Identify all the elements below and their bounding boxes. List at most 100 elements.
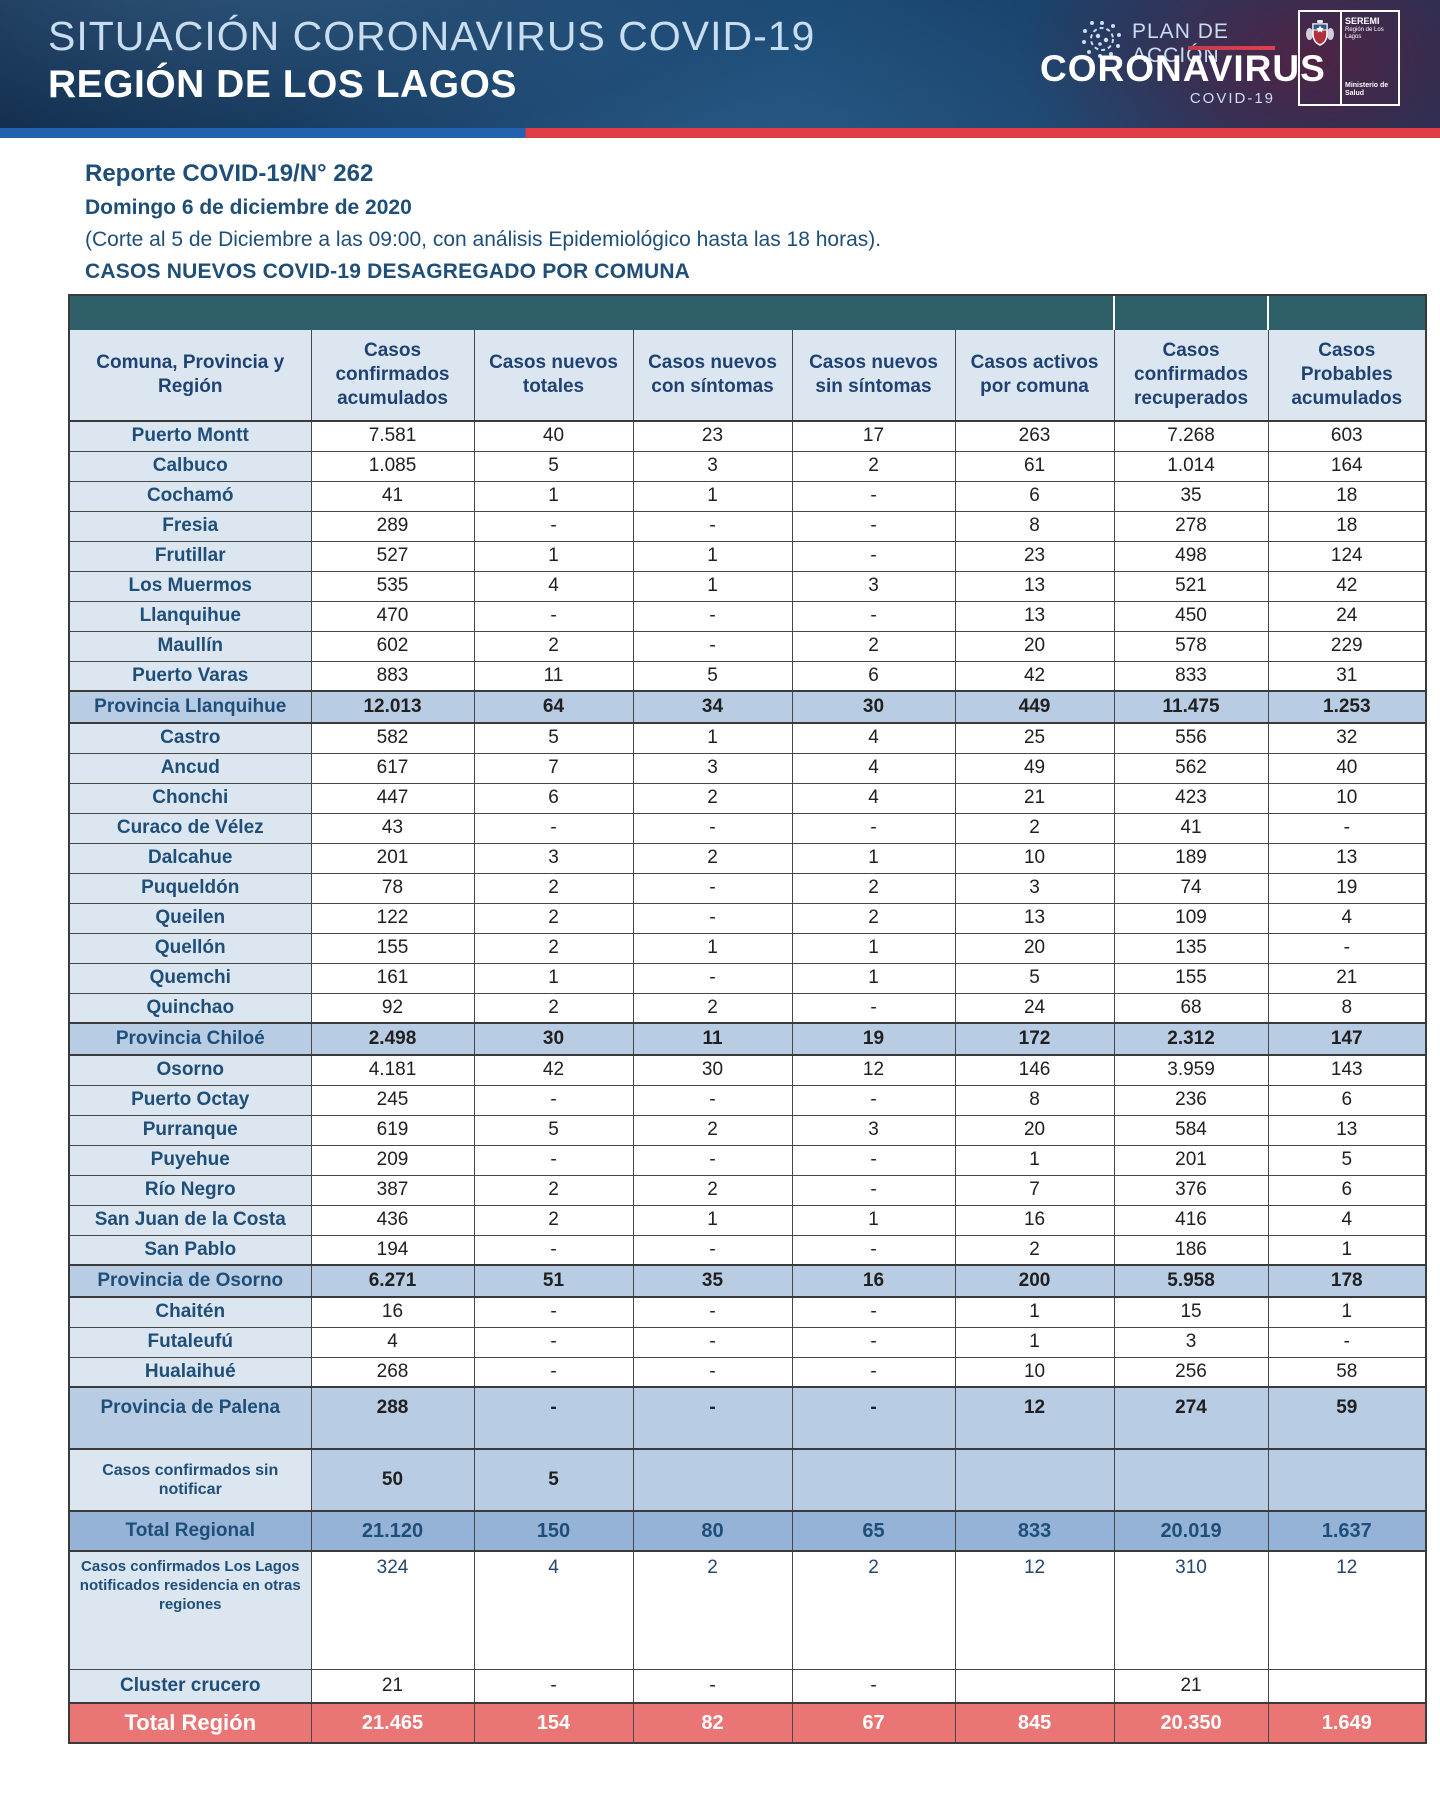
value-cell: - [791,1174,956,1206]
value-cell: 584 [1113,1114,1269,1146]
value-cell: 2 [632,992,793,1024]
band-cell [68,294,1115,330]
value-cell: - [1267,932,1427,964]
comuna-cell: Puerto Varas [68,660,312,692]
value-cell: - [632,1144,793,1176]
value-cell: 288 [310,1386,475,1450]
value-cell: 450 [1113,600,1269,632]
value-cell: 42 [473,1054,634,1086]
value-cell: - [791,1386,956,1450]
value-cell: 2 [632,1550,793,1670]
value-cell: - [632,902,793,934]
value-cell: 12 [791,1054,956,1086]
comuna-cell: Maullín [68,630,312,662]
table-row: Chaitén 16- - -1 15 1 [68,1296,1427,1328]
value-cell: - [632,600,793,632]
value-cell: 13 [954,902,1115,934]
value-cell: 8 [954,510,1115,542]
column-header: Casos confirmados recuperados [1113,328,1269,422]
value-cell: 1.085 [310,450,475,482]
value-cell: 40 [473,420,634,452]
value-cell: 6 [1267,1084,1427,1116]
value-cell: - [1267,1326,1427,1358]
value-cell: 2 [791,872,956,904]
value-cell: 154 [473,1702,634,1744]
value-cell: 5 [473,1114,634,1146]
value-cell: 1 [1267,1296,1427,1328]
plan-underline [1188,46,1275,50]
value-cell: 1 [791,932,956,964]
value-cell: 80 [632,1510,793,1552]
value-cell: 109 [1113,902,1269,934]
value-cell [1267,1448,1427,1512]
comuna-cell: Queilen [68,902,312,934]
table-row: Llanquihue 470- - -13 450 24 [68,600,1427,632]
table-top-band [68,294,1427,330]
value-cell: - [791,1084,956,1116]
value-cell: 4.181 [310,1054,475,1086]
table-section-title: CASOS NUEVOS COVID-19 DESAGREGADO POR CO… [85,260,691,283]
table-row: Fresia 289- - -8 278 18 [68,510,1427,542]
comuna-cell: Hualaihué [68,1356,312,1388]
value-cell [791,1448,956,1512]
column-header: Casos nuevos sin síntomas [791,328,956,422]
value-cell: 2 [791,450,956,482]
value-cell: - [1267,812,1427,844]
value-cell: 2 [473,630,634,662]
comuna-cell: Provincia Chiloé [68,1022,312,1056]
banner-title: SITUACIÓN CORONAVIRUS COVID-19 REGIÓN DE… [48,13,815,107]
value-cell [954,1668,1115,1704]
table-row: Ancud 617 7 3 4 49 562 40 [68,752,1427,784]
value-cell: - [632,1386,793,1450]
value-cell: 535 [310,570,475,602]
value-cell: 603 [1267,420,1427,452]
table-row: Frutillar 527 1 1-23 498 124 [68,540,1427,572]
value-cell: 2 [473,902,634,934]
value-cell: 209 [310,1144,475,1176]
value-cell: 42 [1267,570,1427,602]
value-cell: 34 [632,690,793,724]
value-cell: 324 [310,1550,475,1670]
comuna-cell: Castro [68,722,312,754]
value-cell: 1 [791,1204,956,1236]
value-cell: 1 [954,1144,1115,1176]
value-cell: 8 [954,1084,1115,1116]
value-cell: 245 [310,1084,475,1116]
value-cell: 65 [791,1510,956,1552]
value-cell: 5 [473,722,634,754]
value-cell: 30 [473,1022,634,1056]
value-cell: 3 [632,450,793,482]
table-row: Provincia Llanquihue 12.013 64 34 30 449 11.47… [68,690,1427,724]
table-row: Quinchao 92 2 2-24 68 8 [68,992,1427,1024]
header-banner: SITUACIÓN CORONAVIRUS COVID-19 REGIÓN DE… [0,0,1440,128]
value-cell: 50 [310,1448,475,1512]
chile-coat-of-arms-icon [1300,12,1342,104]
value-cell: 4 [791,752,956,784]
value-cell: 1 [632,480,793,512]
value-cell: 263 [954,420,1115,452]
value-cell: - [791,1144,956,1176]
value-cell: 376 [1113,1174,1269,1206]
value-cell: 6 [954,480,1115,512]
value-cell: 6 [791,660,956,692]
value-cell: 23 [632,420,793,452]
value-cell: 8 [1267,992,1427,1024]
value-cell: 3 [1113,1326,1269,1358]
value-cell: 602 [310,630,475,662]
value-cell: 11 [473,660,634,692]
value-cell: - [632,812,793,844]
value-cell: - [473,1144,634,1176]
report-date: Domingo 6 de diciembre de 2020 [85,196,412,219]
value-cell: 268 [310,1356,475,1388]
value-cell: 64 [473,690,634,724]
value-cell: - [632,1296,793,1328]
value-cell: 2.312 [1113,1022,1269,1056]
value-cell: 310 [1113,1550,1269,1670]
value-cell: 1 [473,962,634,994]
value-cell: 21 [954,782,1115,814]
value-cell: 1 [954,1326,1115,1358]
value-cell: 833 [954,1510,1115,1552]
value-cell: - [791,812,956,844]
value-cell: 2 [473,1204,634,1236]
table-row: Puerto Varas 883 11 5 6 42 833 31 [68,660,1427,692]
